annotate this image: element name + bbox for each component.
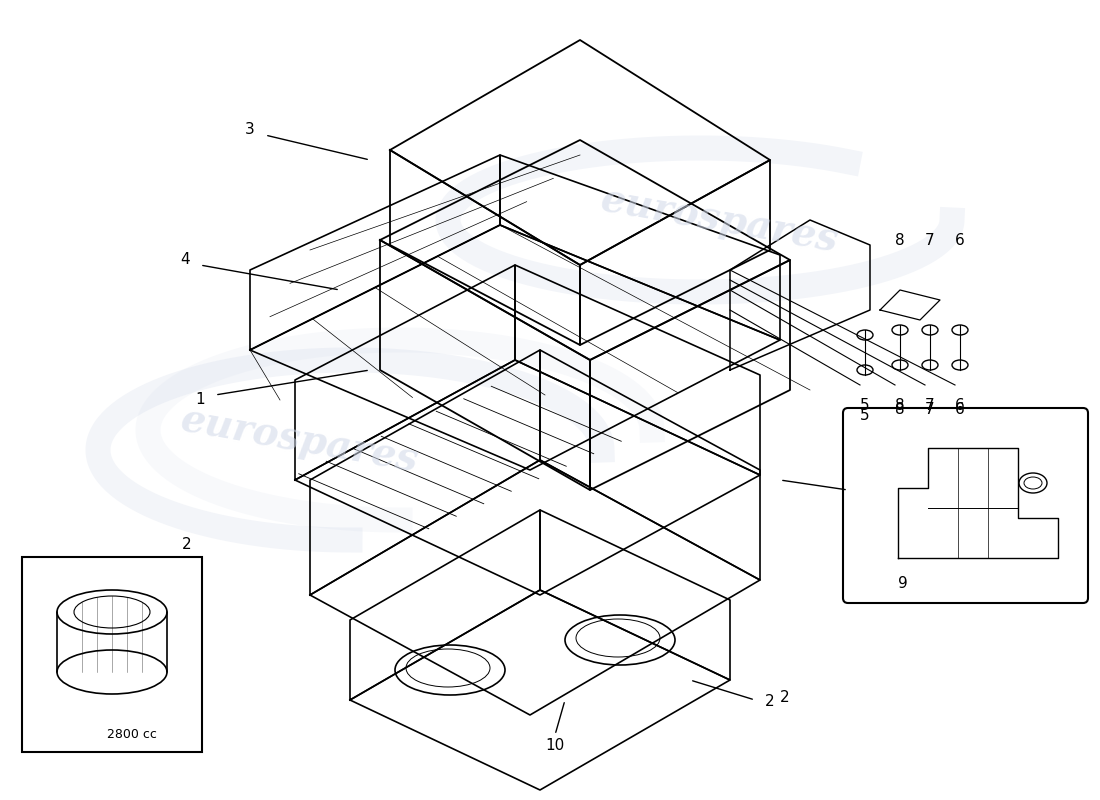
Text: eurospares: eurospares: [598, 180, 842, 260]
Text: 8: 8: [895, 402, 905, 418]
Text: 6: 6: [955, 233, 965, 248]
Text: 5: 5: [860, 407, 870, 422]
Text: 7: 7: [925, 398, 935, 413]
Text: 10: 10: [546, 738, 564, 753]
Text: 6: 6: [955, 398, 965, 413]
Text: 9: 9: [898, 575, 907, 590]
Text: 2800 cc: 2800 cc: [107, 727, 157, 741]
Text: 2: 2: [780, 690, 790, 705]
FancyBboxPatch shape: [22, 557, 202, 752]
FancyBboxPatch shape: [843, 408, 1088, 603]
Text: 3: 3: [245, 122, 255, 138]
Text: 8: 8: [895, 233, 905, 248]
Text: 2: 2: [766, 694, 774, 710]
Text: 7: 7: [925, 233, 935, 248]
Text: 2: 2: [183, 537, 191, 552]
Text: 5: 5: [860, 398, 870, 413]
Text: 1: 1: [195, 393, 205, 407]
Text: 4: 4: [180, 253, 190, 267]
Text: 6: 6: [955, 402, 965, 418]
Text: eurospares: eurospares: [178, 400, 421, 480]
Text: 8: 8: [895, 398, 905, 413]
Text: 7: 7: [925, 402, 935, 418]
